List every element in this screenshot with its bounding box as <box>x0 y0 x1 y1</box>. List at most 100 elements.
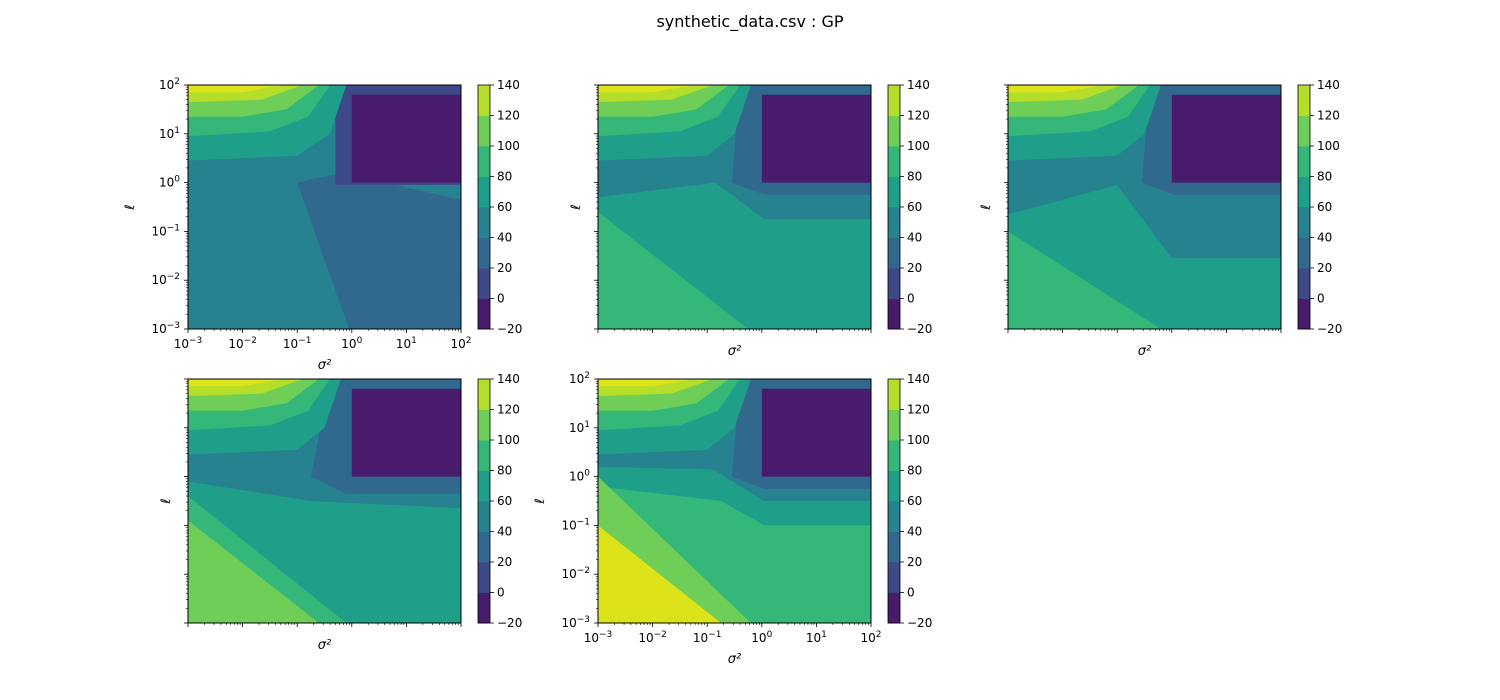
colorbar-band <box>1298 146 1310 177</box>
colorbar-tick-label: 0 <box>907 586 915 600</box>
colorbar: −20 0 20 40 60 80 100 120 140 <box>887 372 932 630</box>
contour-region-3 <box>1171 94 1281 183</box>
colorbar-band <box>888 501 900 532</box>
colorbar-tick-label: 40 <box>907 231 922 245</box>
colorbar-tick-label: 100 <box>907 139 930 153</box>
colorbar-band <box>888 176 900 208</box>
contour-region-4 <box>1008 231 1161 329</box>
y-tick-label: 10−1 <box>561 517 590 532</box>
colorbar-band <box>1298 176 1310 208</box>
contour-region-4 <box>761 388 871 477</box>
colorbar-tick-label: 0 <box>497 292 505 306</box>
colorbar-band <box>478 298 490 330</box>
colorbar-tick-label: 20 <box>1317 261 1332 275</box>
colorbar-band <box>888 85 900 116</box>
colorbar-tick-label: 20 <box>907 261 922 275</box>
colorbar-band <box>478 562 490 593</box>
y-axis-label: ℓ <box>979 204 994 210</box>
contour-region-4 <box>598 211 749 329</box>
colorbar-tick-label: 120 <box>497 403 520 417</box>
colorbar-band <box>478 409 490 441</box>
contour-fills <box>598 379 871 623</box>
colorbar-band <box>478 115 490 147</box>
y-tick-label: 102 <box>159 77 180 92</box>
colorbar-tick-label: −20 <box>907 616 932 630</box>
colorbar: −20 0 20 40 60 80 100 120 140 <box>477 372 522 630</box>
y-axis-label: ℓ <box>569 204 584 210</box>
colorbar-tick-label: 120 <box>497 109 520 123</box>
colorbar-band <box>478 470 490 502</box>
colorbar-tick-label: 100 <box>1317 139 1340 153</box>
colorbar-band <box>888 379 900 410</box>
colorbar-tick-label: 60 <box>907 200 922 214</box>
x-axis-label: σ² <box>728 652 741 667</box>
y-tick-label: 101 <box>569 420 590 435</box>
colorbar-band <box>478 268 490 299</box>
y-tick-label: 10−2 <box>561 566 590 581</box>
x-tick-label: 102 <box>860 630 881 645</box>
contour-region-10 <box>188 379 284 387</box>
colorbar-tick-label: 80 <box>907 170 922 184</box>
colorbar-band <box>888 470 900 502</box>
axes-frame <box>597 84 872 330</box>
x-tick-label: 10−3 <box>174 336 203 351</box>
colorbar-tick-label: 20 <box>497 555 512 569</box>
colorbar-band <box>888 562 900 593</box>
colorbar-band <box>478 592 490 624</box>
colorbar-tick-label: −20 <box>907 322 932 336</box>
colorbar-tick-label: 40 <box>907 525 922 539</box>
colorbar-tick-label: 120 <box>907 403 930 417</box>
colorbar-tick-label: 140 <box>497 372 520 386</box>
colorbar-band <box>478 146 490 177</box>
colorbar-tick-label: 60 <box>497 494 512 508</box>
contour-region-5 <box>188 520 319 623</box>
colorbar-band <box>1298 207 1310 238</box>
colorbar-tick-label: −20 <box>497 616 522 630</box>
x-axis-label: σ² <box>728 344 741 359</box>
colorbar-band <box>478 176 490 208</box>
colorbar-band <box>888 409 900 441</box>
x-tick-label: 100 <box>341 336 362 351</box>
colorbar-tick-label: 0 <box>497 586 505 600</box>
x-tick-label: 10−3 <box>584 630 613 645</box>
colorbar-band <box>478 207 490 238</box>
contour-fills <box>188 379 461 623</box>
colorbar-tick-label: 0 <box>907 292 915 306</box>
colorbar-tick-label: 80 <box>497 170 512 184</box>
y-tick-label: 10−1 <box>151 223 180 238</box>
colorbar-tick-label: 0 <box>1317 292 1325 306</box>
y-axis-label: ℓ <box>159 498 174 504</box>
axes-frame <box>187 378 462 624</box>
axes-frame <box>1007 84 1282 330</box>
x-tick-label: 100 <box>751 630 772 645</box>
colorbar-band <box>888 146 900 177</box>
x-tick-label: 102 <box>450 336 471 351</box>
colorbar-band <box>478 237 490 269</box>
colorbar-tick-label: 20 <box>907 555 922 569</box>
colorbar-band <box>478 85 490 116</box>
colorbar-tick-label: 80 <box>907 464 922 478</box>
contour-panel-3: σ² ℓ −20 0 20 40 60 80 100 120 140 <box>979 78 1342 359</box>
colorbar: −20 0 20 40 60 80 100 120 140 <box>1297 78 1342 336</box>
colorbar-tick-label: 40 <box>497 231 512 245</box>
contour-panel-5: 10−3 10−2 10−1 100 101 102 10−3 10−2 10−1 100 101 1… <box>533 371 932 667</box>
y-tick-label: 101 <box>159 126 180 141</box>
contour-region-1 <box>297 172 461 329</box>
y-tick-label: 102 <box>569 371 590 386</box>
colorbar-band <box>478 501 490 532</box>
contour-region-9 <box>598 85 694 93</box>
contour-panel-1: 10−3 10−2 10−1 100 101 102 10−3 10−2 10−1 100 101 1… <box>123 77 522 373</box>
x-tick-label: 10−1 <box>283 336 312 351</box>
colorbar-band <box>1298 268 1310 299</box>
colorbar-tick-label: −20 <box>1317 322 1342 336</box>
colorbar-band <box>1298 115 1310 147</box>
colorbar-tick-label: 140 <box>1317 78 1340 92</box>
contour-region-6 <box>598 525 721 623</box>
colorbar-tick-label: 120 <box>907 109 930 123</box>
colorbar-tick-label: 60 <box>497 200 512 214</box>
colorbar-band <box>888 207 900 238</box>
colorbar-tick-label: 140 <box>497 78 520 92</box>
colorbar-tick-label: 100 <box>497 139 520 153</box>
colorbar-band <box>478 379 490 410</box>
colorbar-band <box>478 440 490 471</box>
